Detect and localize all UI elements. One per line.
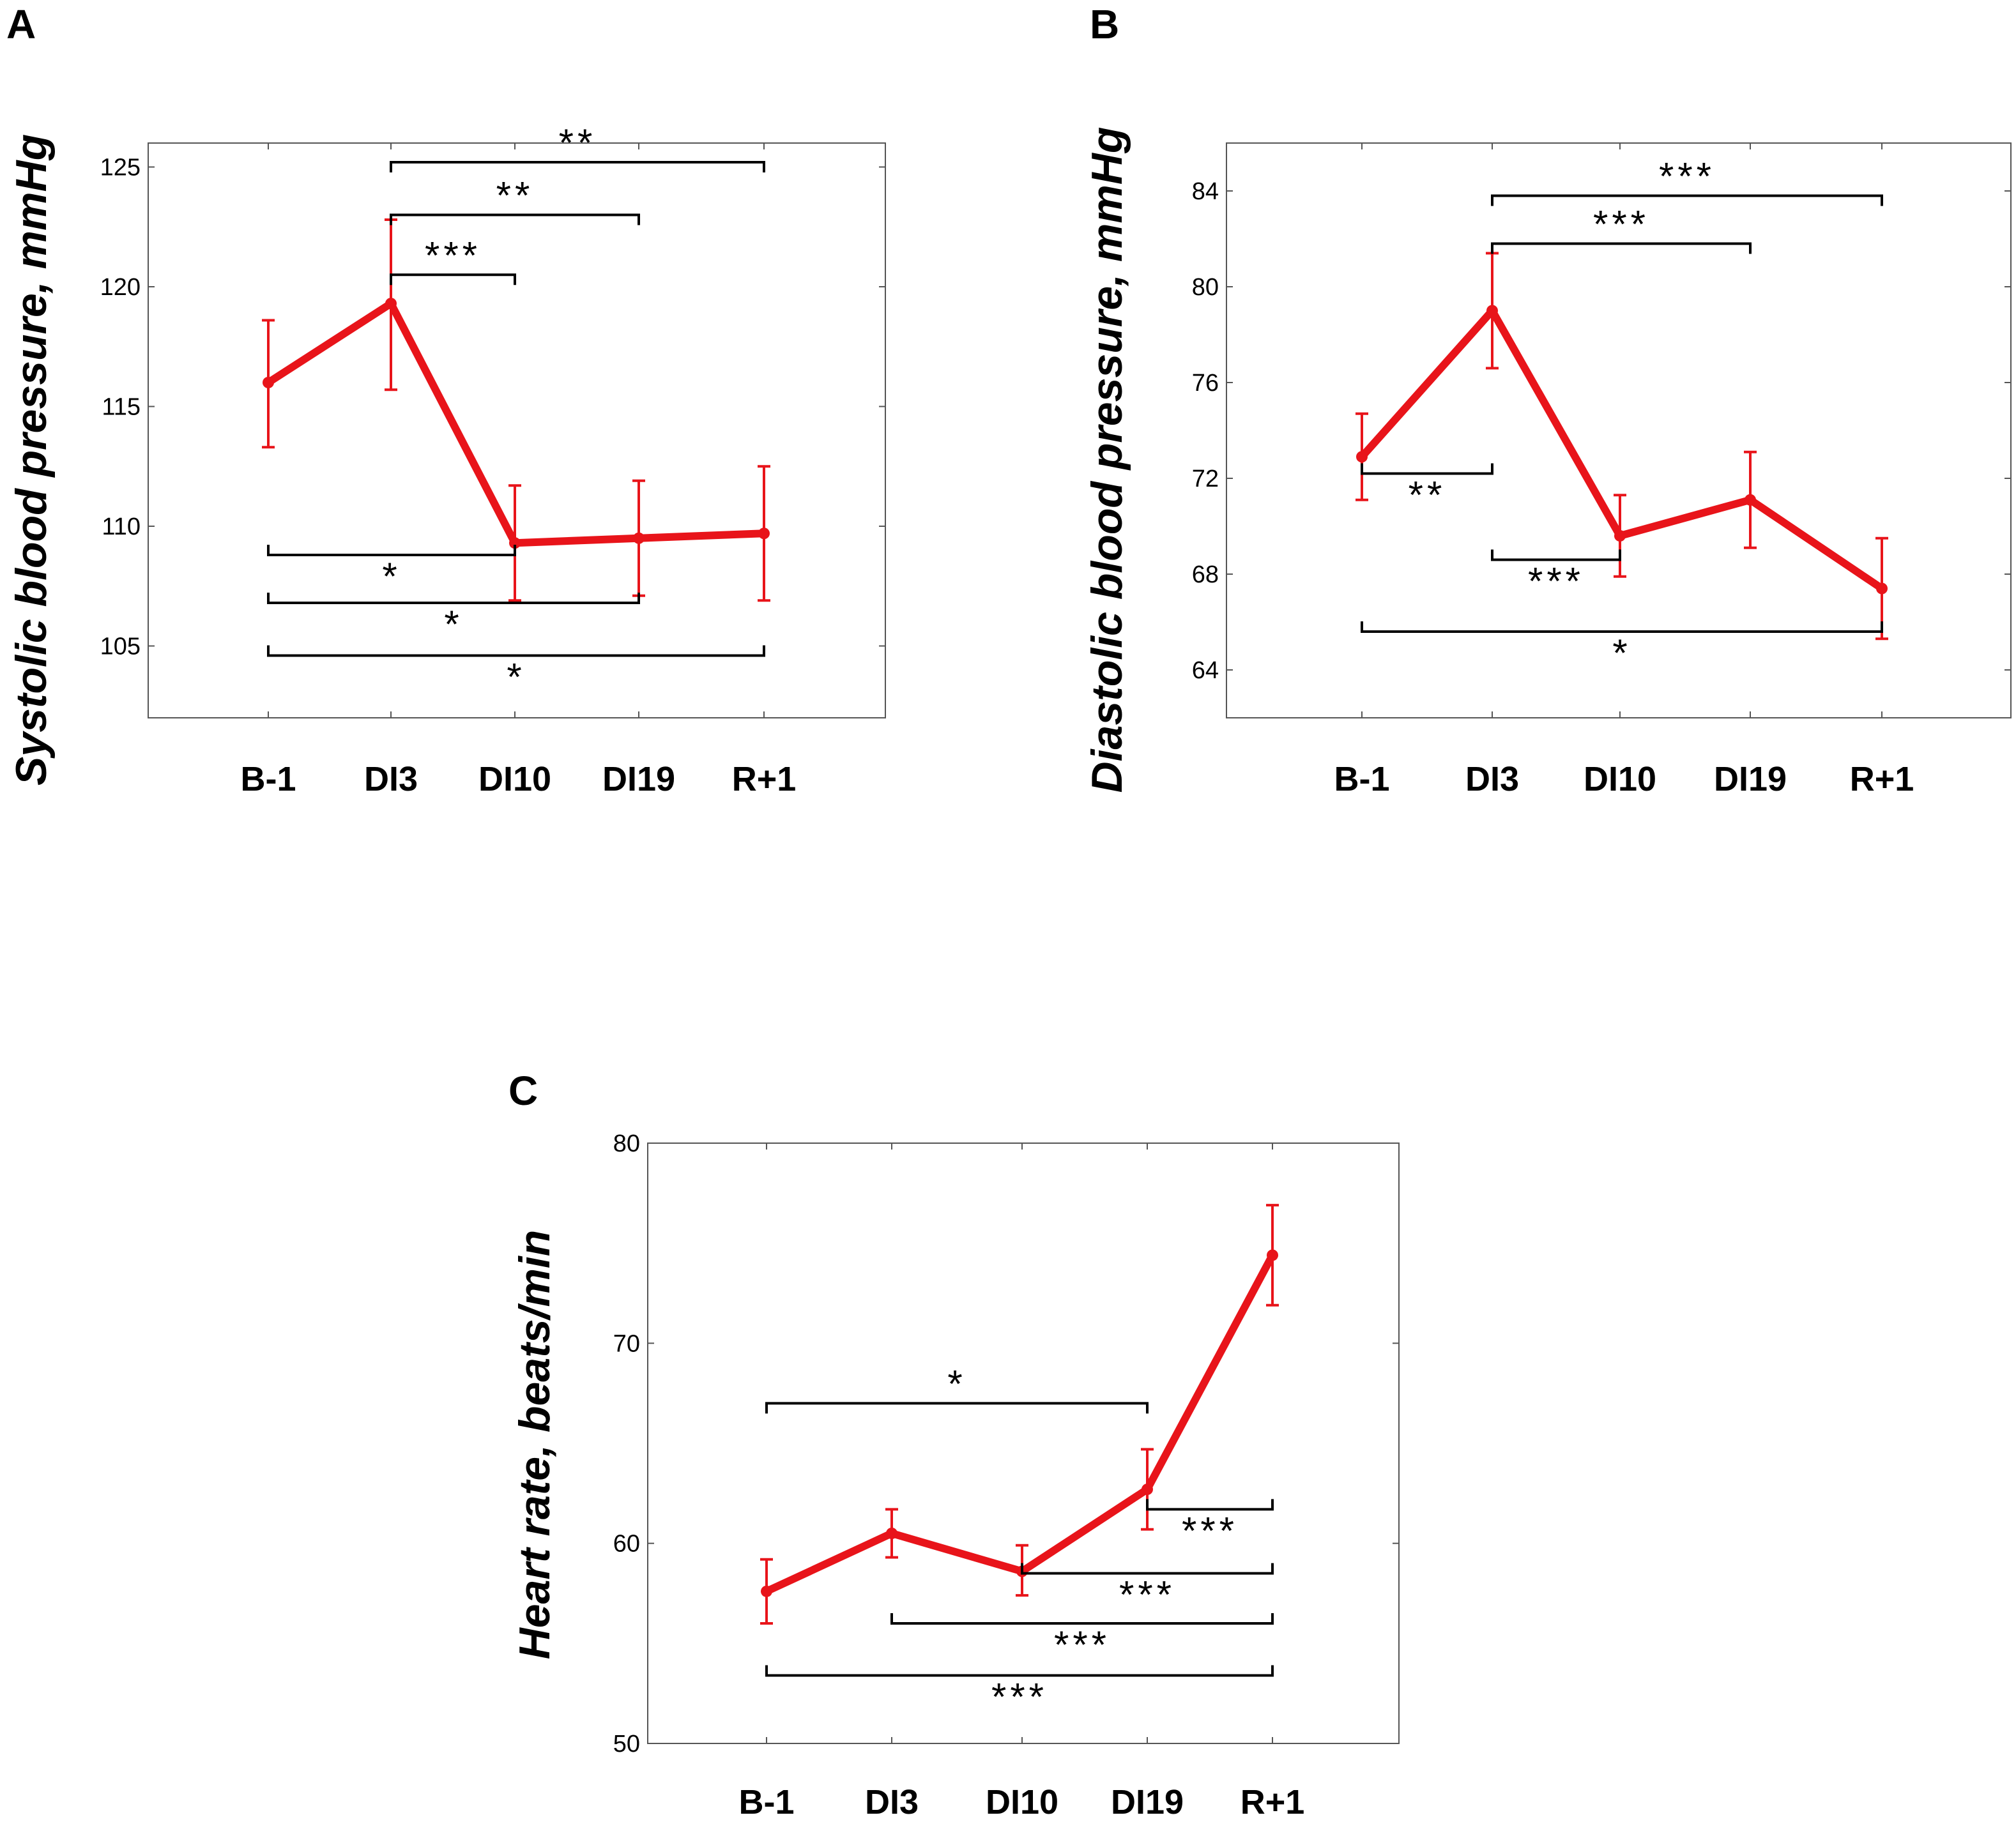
significance-bracket (765, 1665, 1274, 1677)
significance-bracket (267, 593, 640, 604)
x-tick-label: B-1 (738, 1783, 794, 1821)
y-tick-label: 80 (1192, 274, 1219, 301)
y-tick-label: 120 (100, 274, 141, 301)
panel-letter: A (6, 1, 36, 47)
x-tick-label: DI3 (1465, 760, 1519, 798)
x-tick-label: DI19 (1714, 760, 1787, 798)
x-tick-label: R+1 (732, 760, 797, 798)
significance-label: ** (559, 121, 597, 164)
significance-bracket (1021, 1563, 1274, 1575)
significance-label: *** (1593, 203, 1649, 246)
significance-label: *** (991, 1675, 1048, 1718)
x-tick-label: DI10 (986, 1783, 1058, 1821)
y-tick-label: 64 (1192, 657, 1219, 684)
x-tick-label: B-1 (1334, 760, 1389, 798)
y-tick-label: 76 (1192, 370, 1219, 397)
x-tick-label: DI3 (865, 1783, 919, 1821)
y-tick-label: 50 (613, 1731, 640, 1757)
panel-b: B 64 68 72 76 80 84 B-1 DI3 DI10 DI19 R+1 Diastolic … (1083, 1, 2012, 798)
y-tick-label: 105 (100, 634, 141, 660)
significance-label: *** (1054, 1623, 1110, 1666)
significance-bracket (1146, 1499, 1274, 1511)
x-tick-label: DI10 (478, 760, 551, 798)
panel-letter: B (1090, 1, 1119, 47)
significance-bracket (765, 1402, 1149, 1414)
significance-label: ** (496, 174, 534, 217)
y-tick-label: 84 (1192, 178, 1219, 205)
significance-bracket (890, 1613, 1274, 1625)
significance-label: *** (425, 234, 481, 277)
significance-label: * (507, 656, 525, 699)
significance-bracket (1491, 549, 1621, 561)
plot-frame (1226, 142, 2012, 718)
significance-label: ** (1409, 474, 1446, 517)
x-tick-label: DI10 (1584, 760, 1656, 798)
panel-letter: C (508, 1068, 538, 1114)
significance-bracket (390, 161, 765, 172)
significance-bracket (267, 645, 765, 657)
data-point (886, 1528, 897, 1539)
panel-a: A 105 110 115 120 125 B-1 DI3 DI10 DI19 R+1 Systoli… (6, 1, 886, 798)
significance-label: * (1612, 632, 1631, 674)
data-point (761, 1585, 772, 1597)
y-tick-label: 68 (1192, 561, 1219, 588)
significance-bracket (1491, 242, 1752, 254)
y-tick-label: 115 (102, 394, 141, 421)
significance-label: *** (1119, 1574, 1175, 1616)
y-axis-label: Heart rate, beats/min (510, 1230, 559, 1660)
y-axis-label: Systolic blood pressure, mmHg (7, 134, 56, 786)
y-tick-label: 60 (613, 1531, 640, 1558)
significance-bracket (1361, 463, 1493, 475)
data-point (1876, 582, 1888, 595)
panel-c: C 50 60 70 80 B-1 DI3 DI10 DI19 R+1 Heart rate, be… (508, 1068, 1400, 1821)
data-point (1142, 1484, 1153, 1496)
data-point (385, 298, 397, 310)
significance-label: *** (1528, 560, 1584, 603)
significance-label: * (947, 1362, 966, 1405)
data-point (1267, 1249, 1278, 1261)
x-tick-label: B-1 (240, 760, 296, 798)
data-point (633, 532, 645, 544)
data-point (758, 528, 770, 540)
significance-label: *** (1659, 155, 1715, 198)
significance-bracket (1361, 621, 1883, 633)
y-tick-label: 110 (102, 513, 141, 540)
data-point (1614, 530, 1626, 542)
x-tick-label: R+1 (1850, 760, 1914, 798)
data-point (509, 537, 521, 549)
x-tick-label: DI3 (364, 760, 418, 798)
significance-bracket (1491, 194, 1883, 206)
plot-frame (647, 1143, 1400, 1744)
x-tick-label: DI19 (602, 760, 675, 798)
x-tick-label: R+1 (1241, 1783, 1305, 1821)
significance-bracket (390, 213, 640, 225)
significance-label: * (444, 603, 462, 646)
data-point (1486, 305, 1498, 317)
y-tick-label: 80 (613, 1130, 640, 1157)
data-point (1356, 451, 1368, 463)
x-tick-label: DI19 (1111, 1783, 1184, 1821)
y-tick-label: 125 (100, 155, 141, 181)
significance-label: * (382, 555, 401, 598)
significance-bracket (267, 545, 516, 556)
data-point (1745, 494, 1756, 506)
data-point (263, 377, 274, 388)
significance-bracket (390, 273, 516, 285)
y-tick-label: 70 (613, 1330, 640, 1357)
significance-label: *** (1182, 1509, 1238, 1552)
plot-frame (148, 142, 886, 718)
y-axis-label: Diastolic blood pressure, mmHg (1083, 127, 1131, 793)
y-tick-label: 72 (1192, 466, 1219, 492)
